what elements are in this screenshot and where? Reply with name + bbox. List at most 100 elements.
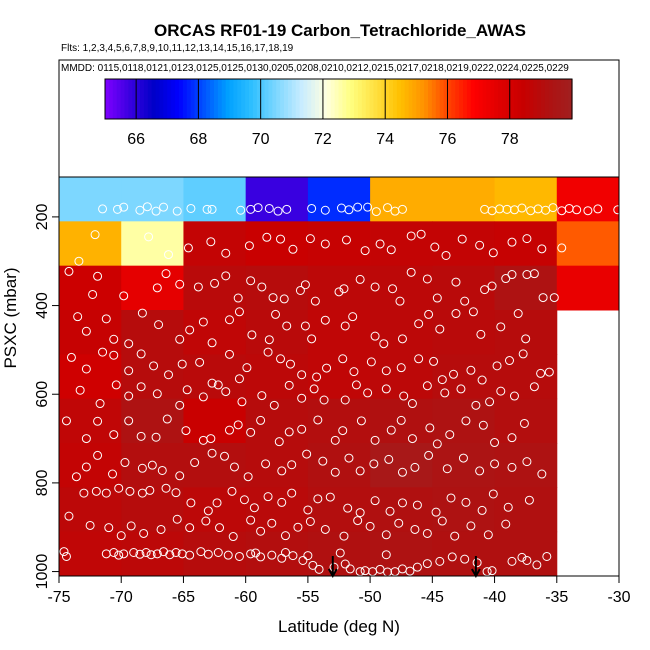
colorbar-segment [556, 79, 561, 119]
heatmap-cell [245, 221, 309, 267]
colorbar-segment [498, 79, 503, 119]
colorbar-segment [443, 79, 449, 119]
sample-point [339, 531, 349, 541]
colorbar-segment [525, 79, 530, 119]
colorbar-segment [478, 79, 484, 119]
heatmap-cell [370, 221, 433, 267]
sample-point [183, 243, 193, 253]
sample-point [320, 205, 330, 215]
colorbar-segment [241, 79, 246, 119]
colorbar-segment [540, 79, 546, 119]
sample-point [397, 204, 407, 214]
colorbar-segment [533, 79, 538, 119]
sample-point [287, 460, 297, 470]
colorbar-segment [260, 79, 266, 119]
heatmap-cell [370, 443, 433, 488]
heatmap-cell [432, 398, 496, 444]
colorbar-segment [198, 79, 203, 119]
sample-point [472, 558, 482, 568]
colorbar-segment [377, 79, 382, 119]
sample-point [414, 354, 424, 364]
sample-point [437, 516, 447, 526]
sample-point [349, 367, 359, 377]
sample-point [101, 314, 111, 324]
sample-point [305, 516, 315, 526]
sample-point [135, 205, 145, 215]
sample-point [146, 550, 156, 560]
sample-point [343, 503, 353, 513]
sample-point [416, 229, 426, 239]
colorbar-segment [517, 79, 523, 119]
sample-point [280, 548, 290, 558]
sample-point [175, 334, 185, 344]
colorbar-segment [163, 79, 168, 119]
sample-point [145, 485, 155, 495]
sample-point [74, 256, 84, 266]
colorbar-segment [167, 79, 172, 119]
sample-point [379, 339, 389, 349]
colorbar-segment [155, 79, 161, 119]
heatmap-cell [494, 487, 558, 533]
colorbar-segment [365, 79, 371, 119]
x-tick-label: -40 [483, 589, 506, 606]
sample-point [125, 486, 135, 496]
sample-point [198, 317, 208, 327]
heatmap-cell [307, 354, 371, 400]
colorbar-segment [256, 79, 262, 119]
sample-point [468, 307, 478, 317]
y-tick-label: 800 [34, 469, 51, 496]
sample-point [445, 430, 455, 440]
heatmap-cell [307, 177, 371, 222]
sample-point [507, 556, 517, 566]
colorbar-segment [112, 79, 118, 119]
sample-point [450, 531, 460, 541]
sample-point [280, 531, 290, 541]
colorbar-segment [361, 79, 367, 119]
sample-point [162, 414, 172, 424]
sample-point [307, 334, 317, 344]
sample-point [442, 464, 452, 474]
sample-point [81, 462, 91, 472]
sample-point [136, 382, 146, 392]
sample-point [221, 248, 231, 258]
dates-line: MMDD: 0115,0118,0121,0123,0125,0125,0130… [61, 63, 569, 74]
sample-point [399, 391, 409, 401]
sample-point [234, 307, 244, 317]
sample-point [79, 488, 89, 498]
sample-point [397, 498, 407, 508]
sample-point [264, 203, 274, 213]
sample-point [338, 426, 348, 436]
sample-point [111, 380, 121, 390]
sample-point [521, 334, 531, 344]
sample-point [234, 551, 244, 561]
colorbar-segment [463, 79, 468, 119]
heatmap-cell [307, 310, 371, 355]
sample-point [340, 395, 350, 405]
sample-point [221, 271, 231, 281]
sample-point [613, 205, 623, 215]
colorbar-segment [482, 79, 487, 119]
sample-point [257, 391, 267, 401]
heatmap-cell [121, 221, 184, 267]
colorbar-tick-label: 66 [127, 131, 145, 148]
x-tick-label: -30 [607, 589, 630, 606]
sample-point [537, 469, 547, 479]
sample-point [81, 434, 91, 444]
colorbar-segment [459, 79, 464, 119]
colorbar-segment [354, 79, 359, 119]
colorbar-segment [474, 79, 480, 119]
heatmap-cell [121, 177, 184, 222]
heatmap-cell [183, 310, 247, 355]
sample-point [432, 439, 442, 449]
sample-point [320, 315, 330, 325]
flights-line: Flts: 1,2,3,4,5,6,7,8,9,10,11,12,13,14,1… [61, 43, 294, 54]
sample-point [91, 486, 101, 496]
sample-point [136, 349, 146, 359]
colorbar-segment [303, 79, 308, 119]
sample-point [297, 393, 307, 403]
colorbar-segment [494, 79, 499, 119]
sample-point [466, 365, 476, 375]
sample-point [386, 245, 396, 255]
sample-point [300, 280, 310, 290]
colorbar-segment [346, 79, 351, 119]
